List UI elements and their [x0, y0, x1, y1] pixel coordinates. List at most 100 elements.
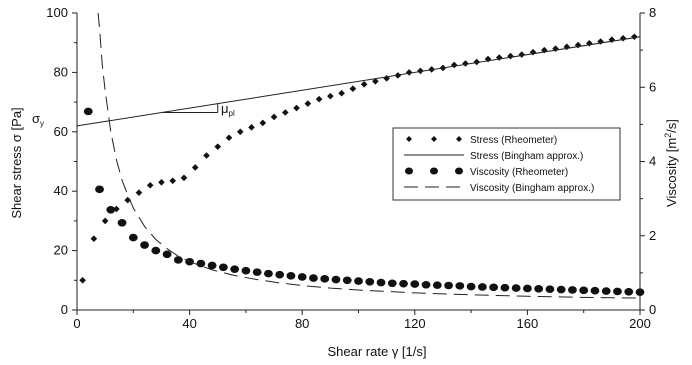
stress-point	[405, 69, 413, 76]
viscosity-point	[568, 286, 577, 294]
viscosity-point	[534, 285, 544, 293]
y2-tick-label: 0	[649, 302, 656, 317]
y2-tick-label: 4	[649, 154, 656, 169]
stress-point	[349, 85, 357, 93]
viscosity-point	[196, 259, 206, 268]
legend-label: Viscosity (Rheometer)	[470, 167, 568, 178]
stress-point	[473, 58, 481, 66]
viscosity-point	[579, 286, 589, 295]
stress-point	[101, 217, 109, 225]
viscosity-point	[421, 280, 431, 289]
y2-tick-label: 8	[649, 5, 656, 20]
viscosity-point	[365, 277, 375, 286]
stress-point	[124, 196, 131, 204]
viscosity-point	[477, 283, 487, 291]
viscosity-point	[511, 284, 521, 292]
viscosity-point	[444, 281, 453, 290]
stress-point	[507, 52, 514, 60]
viscosity-point	[151, 246, 161, 255]
stress-bingham-line	[76, 36, 641, 127]
stress-point	[327, 92, 334, 100]
y-tick-label: 60	[54, 124, 68, 139]
stress-point	[90, 235, 98, 243]
viscosity-point	[387, 279, 397, 288]
viscosity-point	[432, 281, 442, 289]
viscosity-point	[83, 107, 93, 116]
viscosity-point	[275, 270, 285, 279]
viscosity-point	[601, 287, 611, 295]
stress-point	[293, 104, 300, 112]
viscosity-point	[376, 278, 386, 287]
plastic-viscosity-label: μpl	[221, 101, 235, 118]
x-tick-label: 80	[295, 316, 309, 331]
legend-square	[430, 167, 438, 175]
legend-square	[455, 167, 463, 175]
stress-point	[158, 178, 165, 186]
stress-point	[135, 189, 143, 196]
stress-point	[417, 67, 424, 75]
viscosity-point	[523, 284, 532, 293]
viscosity-point	[500, 283, 510, 292]
x-tick-label: 160	[517, 316, 539, 331]
stress-point	[113, 205, 120, 213]
series-layer	[76, 12, 645, 299]
legend-symbol-2	[405, 167, 463, 175]
viscosity-point	[331, 275, 341, 284]
stress-point	[619, 34, 627, 42]
series-1	[76, 36, 641, 127]
viscosity-point	[297, 273, 307, 281]
stress-point	[270, 113, 278, 121]
viscosity-point	[455, 282, 465, 290]
stress-point	[248, 124, 255, 131]
viscosity-point	[95, 185, 104, 194]
legend-symbol-0	[406, 136, 462, 142]
viscosity-point	[264, 269, 273, 278]
y-tick-label: 40	[54, 183, 68, 198]
legend-diamond	[456, 136, 462, 142]
stress-point	[282, 109, 289, 116]
stress-point	[360, 80, 368, 88]
stress-point	[236, 128, 244, 136]
stress-point	[79, 277, 86, 284]
legend-box	[392, 127, 621, 201]
viscosity-point	[489, 283, 499, 292]
viscosity-point	[241, 266, 251, 275]
viscosity-point	[613, 287, 622, 296]
legend-label: Viscosity (Bingham approx.)	[470, 183, 594, 194]
stress-point	[203, 152, 210, 159]
x-axis-ticks: 0 40 80 120 160 200	[73, 310, 651, 331]
viscosity-point	[218, 263, 228, 272]
legend-label: Stress (Bingham approx.)	[470, 151, 583, 162]
stress-point	[214, 143, 222, 150]
viscosity-point	[173, 256, 183, 264]
stress-point	[372, 78, 379, 85]
stress-point	[518, 51, 526, 58]
stress-point	[631, 33, 638, 41]
viscosity-point	[410, 280, 420, 288]
stress-point	[462, 60, 469, 67]
y-tick-label: 100	[46, 5, 68, 20]
y-axis-ticks: 0 20 40 60 80 100	[46, 5, 77, 317]
viscosity-point	[252, 268, 262, 276]
viscosity-point	[399, 279, 408, 288]
viscosity-point	[140, 241, 149, 249]
y-axis-title: Shear stress σ [Pa]	[9, 107, 24, 218]
y-tick-label: 80	[54, 64, 68, 79]
y2-axis-title: Viscosity [m2/s]	[663, 119, 679, 207]
legend-label: Stress (Rheometer)	[470, 135, 557, 146]
x-tick-label: 40	[182, 316, 196, 331]
viscosity-point	[106, 205, 116, 214]
y-tick-label: 0	[61, 302, 68, 317]
y-tick-label: 20	[54, 243, 68, 258]
x-tick-label: 0	[73, 316, 80, 331]
legend-square	[405, 167, 413, 175]
stress-point	[225, 134, 233, 142]
stress-point	[304, 100, 312, 107]
stress-point	[315, 95, 323, 103]
viscosity-point	[590, 286, 600, 295]
stress-point	[180, 174, 188, 182]
viscosity-point	[320, 275, 330, 283]
viscosity-point	[230, 265, 240, 273]
viscosity-point	[342, 276, 352, 285]
